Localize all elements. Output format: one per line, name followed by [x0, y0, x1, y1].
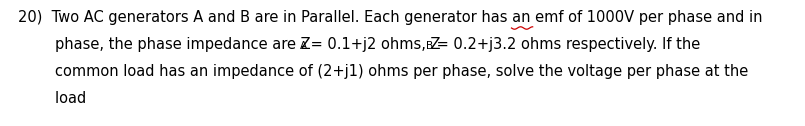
- Text: = 0.2+j3.2 ohms respectively. If the: = 0.2+j3.2 ohms respectively. If the: [431, 37, 700, 52]
- Text: 20)  Two AC generators A and B are in Parallel. Each generator has an emf of 100: 20) Two AC generators A and B are in Par…: [18, 10, 762, 25]
- Text: phase, the phase impedance are Z: phase, the phase impedance are Z: [18, 37, 311, 52]
- Text: common load has an impedance of (2+j1) ohms per phase, solve the voltage per pha: common load has an impedance of (2+j1) o…: [18, 64, 749, 79]
- Text: load: load: [18, 91, 86, 106]
- Text: B: B: [426, 41, 433, 51]
- Text: A: A: [300, 41, 308, 51]
- Text: = 0.1+j2 ohms, Z: = 0.1+j2 ohms, Z: [306, 37, 440, 52]
